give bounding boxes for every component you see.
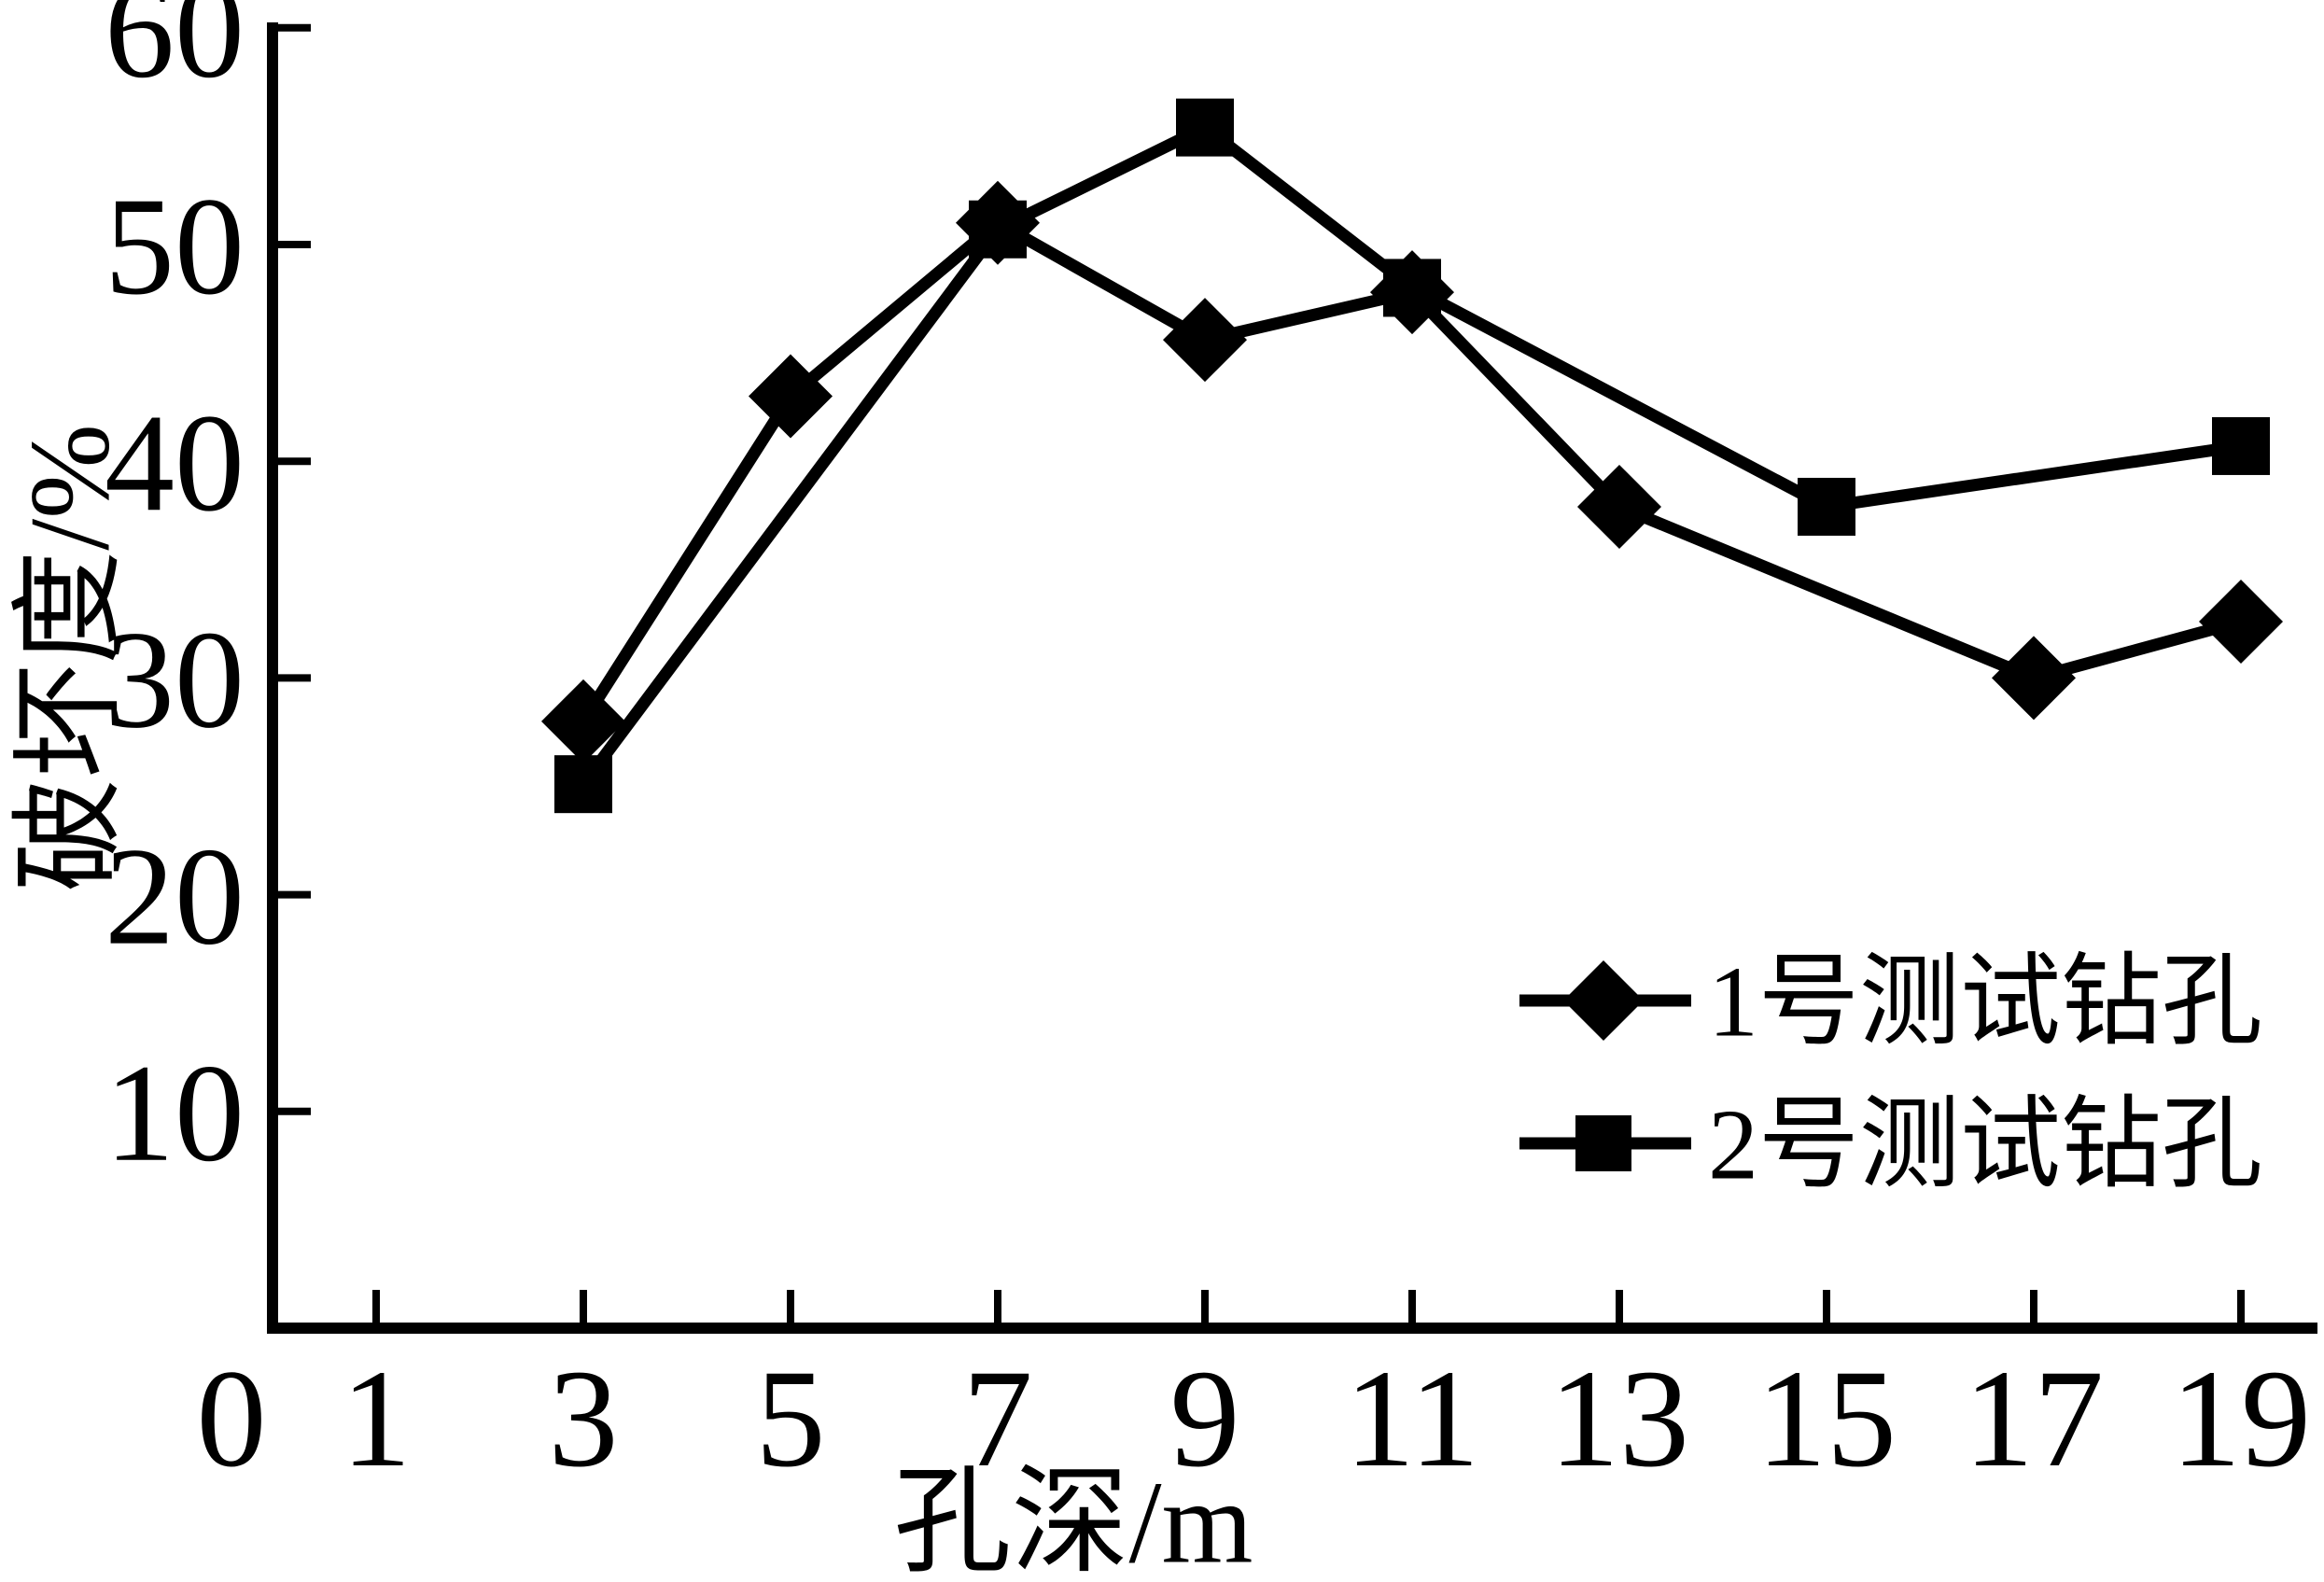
x-tick-label: 3 xyxy=(549,1341,619,1496)
x-tick-label: 15 xyxy=(1757,1341,1897,1496)
origin-tick-label: 0 xyxy=(197,1341,267,1496)
y-tick-label: 10 xyxy=(105,1036,245,1191)
legend-marker-square xyxy=(1575,1115,1631,1171)
series-line-1 xyxy=(578,215,2243,725)
legend-marker-diamond xyxy=(1563,960,1644,1041)
marker-diamond xyxy=(1577,464,1661,549)
marker-square xyxy=(1383,259,1441,317)
y-tick-label: 60 xyxy=(105,0,245,107)
y-tick-label: 50 xyxy=(105,169,245,324)
marker-diamond xyxy=(1163,298,1247,383)
marker-diamond xyxy=(749,354,833,439)
y-tick-label: 30 xyxy=(105,602,245,757)
marker-square xyxy=(1798,477,1855,536)
x-tick-label: 7 xyxy=(963,1341,1033,1496)
marker-square xyxy=(2212,416,2270,475)
x-tick-label: 1 xyxy=(342,1341,412,1496)
x-tick-label: 17 xyxy=(1964,1341,2104,1496)
x-tick-label: 11 xyxy=(1345,1341,1479,1496)
marker-square xyxy=(554,755,612,814)
marker-diamond xyxy=(1992,636,2076,721)
y-axis-title: 破坏度/% xyxy=(7,424,133,892)
marker-square xyxy=(1176,98,1234,157)
marker-diamond xyxy=(541,679,625,763)
marker-square xyxy=(969,200,1027,259)
x-tick-label: 9 xyxy=(1170,1341,1240,1496)
x-axis-title: 孔深/m xyxy=(893,1459,1253,1582)
x-tick-label: 19 xyxy=(2171,1341,2311,1496)
y-tick-label: 20 xyxy=(105,819,245,974)
legend-label-1: 1号测试钻孔 xyxy=(1708,947,2262,1058)
x-tick-label: 5 xyxy=(756,1341,826,1496)
y-tick-label: 40 xyxy=(105,385,245,540)
legend-label-2: 2号测试钻孔 xyxy=(1708,1090,2262,1201)
series-line-2 xyxy=(578,119,2242,789)
x-tick-label: 13 xyxy=(1549,1341,1689,1496)
marker-diamond xyxy=(2199,580,2283,665)
